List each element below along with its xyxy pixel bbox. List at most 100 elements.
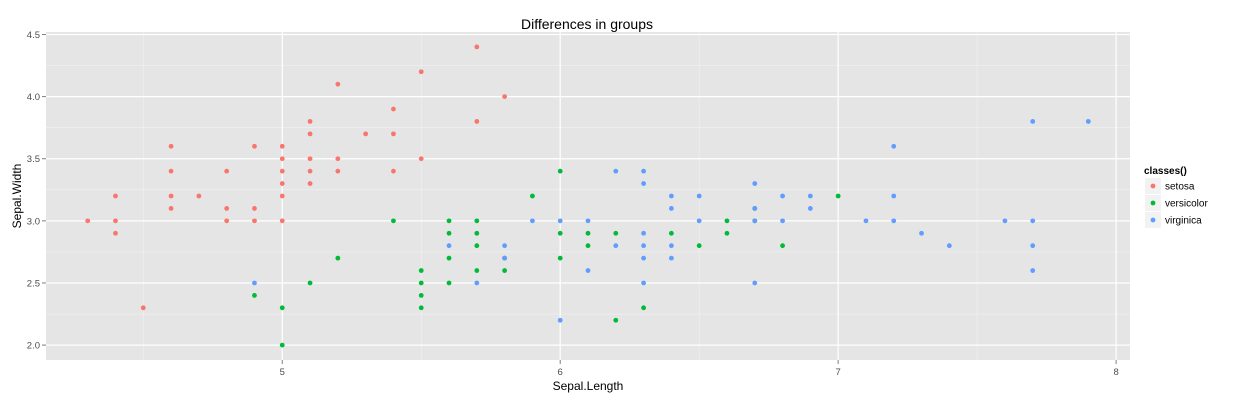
data-point-versicolor bbox=[446, 255, 452, 261]
data-point-versicolor bbox=[474, 243, 480, 249]
data-point-versicolor bbox=[474, 218, 480, 224]
data-point-setosa bbox=[140, 305, 146, 311]
data-point-setosa bbox=[252, 143, 257, 149]
data-point-versicolor bbox=[335, 255, 341, 261]
data-point-virginica bbox=[557, 218, 563, 224]
data-point-virginica bbox=[641, 181, 646, 186]
data-point-setosa bbox=[307, 181, 313, 186]
data-point-versicolor bbox=[835, 193, 841, 199]
data-point-setosa bbox=[279, 143, 285, 149]
y-tick-label: 2.5 bbox=[27, 278, 40, 289]
data-point-virginica bbox=[1030, 268, 1036, 273]
data-point-setosa bbox=[418, 156, 424, 162]
data-point-setosa bbox=[279, 181, 285, 186]
data-point-setosa bbox=[113, 230, 118, 236]
y-axis: 2.0 2.5 3.0 3.5 4.0 4.5 bbox=[27, 30, 46, 352]
data-point-versicolor bbox=[641, 305, 646, 311]
data-point-setosa bbox=[279, 156, 285, 162]
data-point-virginica bbox=[752, 218, 758, 224]
data-point-setosa bbox=[391, 168, 396, 174]
data-point-virginica bbox=[1030, 119, 1036, 124]
data-point-versicolor bbox=[557, 168, 563, 174]
data-point-versicolor bbox=[446, 230, 452, 236]
data-point-setosa bbox=[335, 156, 341, 162]
data-point-versicolor bbox=[613, 317, 619, 323]
data-point-virginica bbox=[446, 243, 452, 249]
x-axis-title: Sepal.Length bbox=[553, 379, 624, 393]
data-point-virginica bbox=[807, 193, 813, 199]
data-point-versicolor bbox=[418, 292, 424, 298]
data-point-setosa bbox=[391, 131, 396, 137]
legend-label: versicolor bbox=[1165, 199, 1208, 210]
data-point-virginica bbox=[668, 193, 674, 199]
x-tick-label: 7 bbox=[836, 367, 841, 378]
data-point-setosa bbox=[196, 193, 202, 199]
data-point-virginica bbox=[668, 255, 674, 261]
data-point-versicolor bbox=[307, 280, 313, 286]
data-point-virginica bbox=[807, 206, 813, 211]
data-point-setosa bbox=[279, 218, 285, 224]
data-point-setosa bbox=[474, 119, 480, 124]
data-point-versicolor bbox=[668, 230, 674, 236]
data-point-virginica bbox=[641, 168, 646, 174]
data-point-virginica bbox=[668, 206, 674, 211]
data-point-virginica bbox=[1030, 243, 1036, 249]
data-point-versicolor bbox=[391, 218, 396, 224]
data-point-setosa bbox=[307, 119, 313, 124]
legend: classes() setosa versicolor virginica bbox=[1144, 166, 1208, 228]
data-point-versicolor bbox=[780, 243, 785, 249]
data-point-virginica bbox=[919, 230, 924, 236]
data-point-versicolor bbox=[474, 230, 480, 236]
data-point-virginica bbox=[891, 193, 897, 199]
data-point-virginica bbox=[641, 230, 646, 236]
data-point-virginica bbox=[1002, 218, 1008, 224]
data-point-virginica bbox=[946, 243, 952, 249]
data-point-versicolor bbox=[418, 305, 424, 311]
data-point-virginica bbox=[613, 168, 619, 174]
y-axis-title: Sepal.Width bbox=[10, 164, 24, 229]
data-point-versicolor bbox=[530, 193, 535, 199]
data-point-virginica bbox=[891, 218, 897, 224]
data-point-setosa bbox=[363, 131, 369, 137]
data-point-virginica bbox=[585, 268, 591, 273]
data-point-virginica bbox=[557, 317, 563, 323]
data-point-setosa bbox=[168, 143, 174, 149]
data-point-setosa bbox=[168, 206, 174, 211]
data-point-versicolor bbox=[696, 243, 702, 249]
data-point-setosa bbox=[224, 168, 230, 174]
data-point-versicolor bbox=[474, 268, 480, 273]
x-tick-label: 6 bbox=[558, 367, 563, 378]
data-point-virginica bbox=[474, 280, 480, 286]
x-axis: 5 6 7 8 bbox=[280, 360, 1119, 378]
y-tick-label: 3.5 bbox=[27, 154, 40, 165]
data-point-versicolor bbox=[418, 268, 424, 273]
data-point-virginica bbox=[696, 193, 702, 199]
legend-item-versicolor: versicolor bbox=[1145, 195, 1208, 211]
data-point-virginica bbox=[752, 181, 758, 186]
data-point-setosa bbox=[113, 218, 118, 224]
data-point-versicolor bbox=[502, 268, 508, 273]
data-point-setosa bbox=[168, 193, 174, 199]
data-point-virginica bbox=[252, 280, 257, 286]
data-point-versicolor bbox=[279, 342, 285, 348]
points-layer bbox=[85, 44, 1091, 348]
legend-item-virginica: virginica bbox=[1145, 212, 1202, 228]
data-point-setosa bbox=[307, 156, 313, 162]
legend-items: setosa versicolor virginica bbox=[1145, 178, 1208, 228]
data-point-setosa bbox=[279, 168, 285, 174]
data-point-versicolor bbox=[724, 230, 730, 236]
data-point-setosa bbox=[502, 94, 508, 100]
y-tick-label: 4.0 bbox=[27, 92, 40, 103]
data-point-virginica bbox=[1085, 119, 1091, 124]
data-point-virginica bbox=[502, 255, 508, 261]
legend-label: virginica bbox=[1165, 216, 1202, 227]
data-point-versicolor bbox=[585, 230, 591, 236]
grid-layer bbox=[46, 32, 1130, 360]
data-point-setosa bbox=[335, 81, 341, 87]
data-point-virginica bbox=[752, 206, 758, 211]
data-point-versicolor bbox=[557, 230, 563, 236]
data-point-virginica bbox=[891, 143, 897, 149]
x-tick-label: 5 bbox=[280, 367, 285, 378]
data-point-virginica bbox=[530, 218, 535, 224]
data-point-versicolor bbox=[585, 243, 591, 249]
